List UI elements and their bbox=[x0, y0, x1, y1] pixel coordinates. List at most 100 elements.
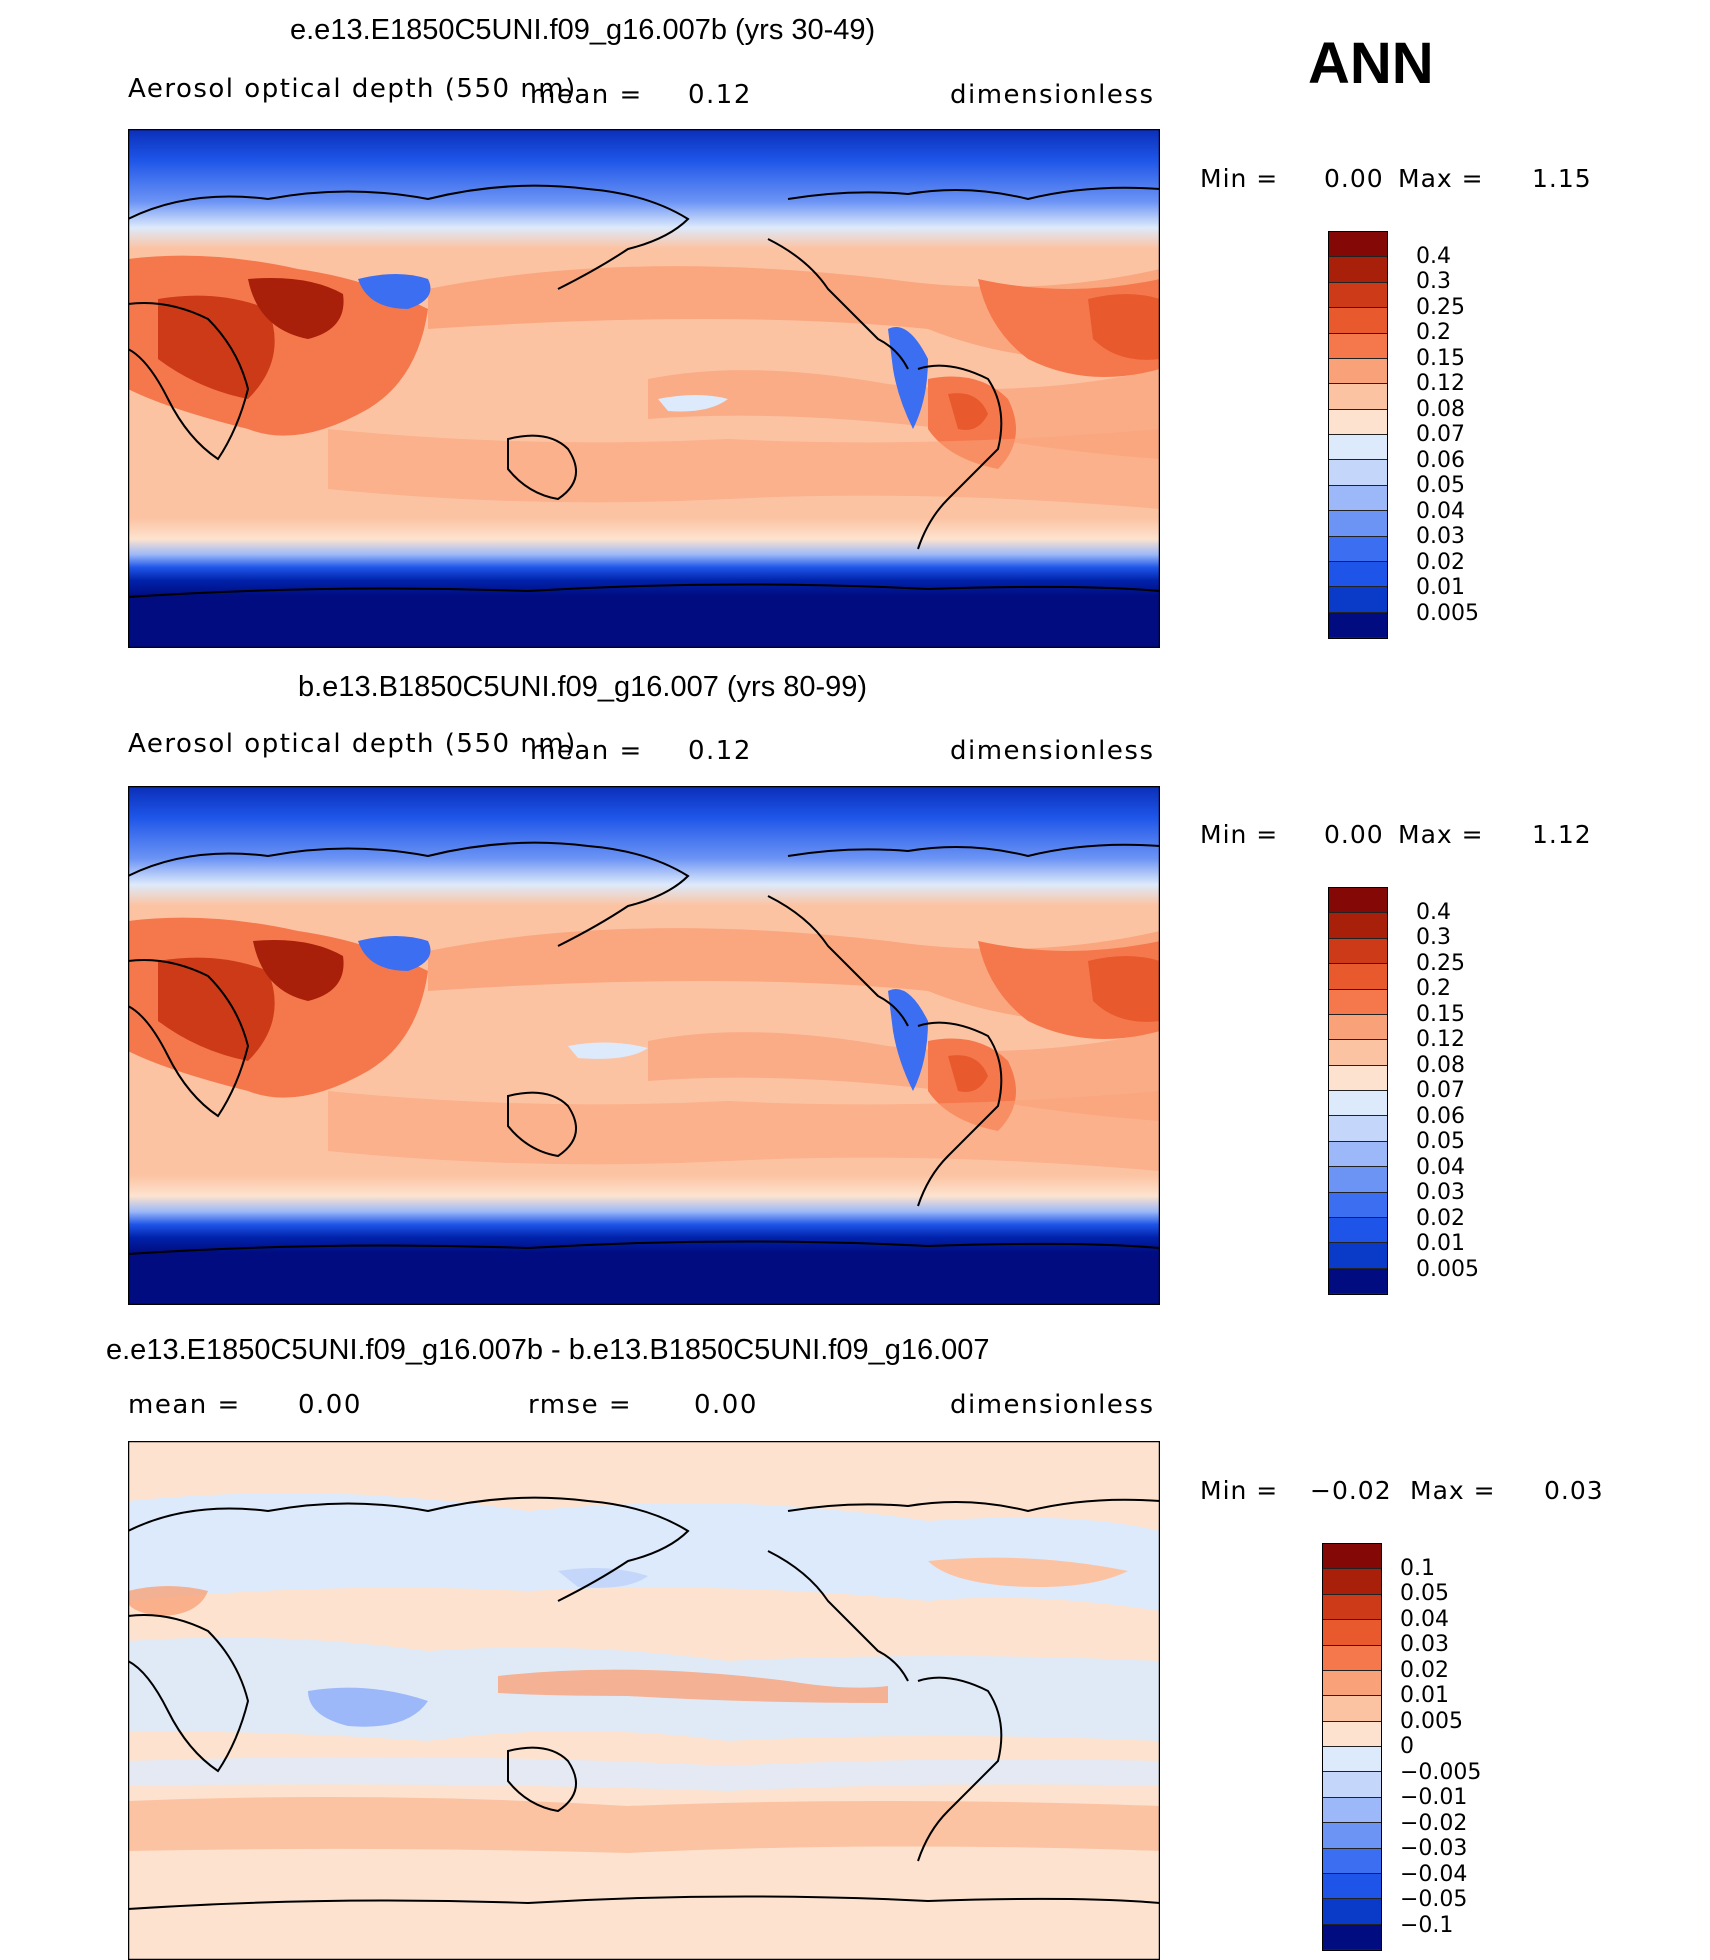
colorbar-tick-label: 0.07 bbox=[1416, 1078, 1465, 1103]
colorbar-tick-label: 0.06 bbox=[1416, 447, 1465, 473]
panel3-rmse-value: 0.00 bbox=[694, 1390, 758, 1420]
colorbar-box bbox=[1329, 587, 1387, 613]
colorbar-tick-label: 0.3 bbox=[1416, 925, 1451, 950]
colorbar-box bbox=[1329, 511, 1387, 537]
panel2-mean-value: 0.12 bbox=[688, 736, 752, 766]
colorbar-box bbox=[1329, 333, 1387, 359]
colorbar-tick-label: 0.12 bbox=[1416, 371, 1465, 396]
colorbar-box bbox=[1323, 1848, 1381, 1874]
colorbar-box bbox=[1329, 536, 1387, 562]
colorbar-box bbox=[1323, 1924, 1381, 1950]
colorbar-tick-label: −0.05 bbox=[1400, 1887, 1468, 1912]
colorbar-tick-label: 0.2 bbox=[1416, 976, 1451, 1001]
colorbar-box bbox=[1329, 561, 1387, 588]
colorbar-tick-label: 0.08 bbox=[1416, 396, 1465, 422]
colorbar-box bbox=[1323, 1620, 1381, 1646]
panel3-colorbar bbox=[1322, 1543, 1382, 1951]
panel1-map bbox=[128, 129, 1160, 648]
colorbar-tick-label: 0.005 bbox=[1416, 1256, 1479, 1282]
season-label: ANN bbox=[1308, 31, 1434, 96]
colorbar-tick-label: 0.05 bbox=[1416, 1129, 1465, 1154]
colorbar-box bbox=[1329, 232, 1387, 258]
colorbar-tick-label: 0.005 bbox=[1400, 1708, 1463, 1734]
panel2-colorbar bbox=[1328, 887, 1388, 1295]
panel3-rmse-label: rmse = bbox=[528, 1390, 633, 1420]
colorbar-tick-label: −0.04 bbox=[1400, 1861, 1468, 1887]
colorbar-tick-label: 0.1 bbox=[1400, 1555, 1435, 1581]
colorbar-box bbox=[1329, 460, 1387, 486]
colorbar-box bbox=[1329, 938, 1387, 965]
panel3-map bbox=[128, 1441, 1160, 1960]
colorbar-box bbox=[1329, 1091, 1387, 1117]
colorbar-tick-label: −0.02 bbox=[1400, 1810, 1468, 1836]
panel1-mean-label: mean = bbox=[530, 80, 643, 110]
panel1-min-label: Min = bbox=[1200, 164, 1279, 193]
panel2-max-label: Max = bbox=[1398, 820, 1484, 849]
panel2-min-label: Min = bbox=[1200, 820, 1279, 849]
panel2-contours bbox=[128, 917, 1160, 1171]
colorbar-box bbox=[1329, 1065, 1387, 1091]
colorbar-tick-label: −0.01 bbox=[1400, 1785, 1468, 1810]
panel3-units: dimensionless bbox=[950, 1390, 1155, 1420]
colorbar-box bbox=[1323, 1645, 1381, 1671]
colorbar-box bbox=[1329, 1141, 1387, 1168]
colorbar-tick-label: −0.1 bbox=[1400, 1912, 1454, 1938]
colorbar-tick-label: 0.4 bbox=[1416, 899, 1451, 925]
colorbar-box bbox=[1329, 257, 1387, 283]
colorbar-tick-label: 0.4 bbox=[1416, 243, 1451, 269]
colorbar-tick-label: 0.04 bbox=[1400, 1606, 1449, 1632]
colorbar-box bbox=[1323, 1696, 1381, 1722]
colorbar-tick-label: 0.01 bbox=[1416, 1231, 1465, 1256]
panel2-map bbox=[128, 786, 1160, 1305]
colorbar-box bbox=[1329, 308, 1387, 334]
colorbar-box bbox=[1329, 485, 1387, 512]
colorbar-tick-label: 0 bbox=[1400, 1734, 1414, 1759]
colorbar-box bbox=[1329, 1268, 1387, 1294]
colorbar-tick-label: −0.03 bbox=[1400, 1836, 1468, 1861]
colorbar-box bbox=[1323, 1670, 1381, 1697]
colorbar-tick-label: 0.03 bbox=[1416, 1180, 1465, 1205]
colorbar-box bbox=[1323, 1544, 1381, 1570]
colorbar-tick-label: 0.06 bbox=[1416, 1103, 1465, 1129]
panel3-max-value: 0.03 bbox=[1544, 1476, 1604, 1505]
colorbar-box bbox=[1329, 1192, 1387, 1218]
colorbar-box bbox=[1323, 1721, 1381, 1747]
colorbar-box bbox=[1329, 282, 1387, 309]
colorbar-tick-label: 0.04 bbox=[1416, 1154, 1465, 1180]
colorbar-tick-label: 0.02 bbox=[1400, 1657, 1449, 1683]
colorbar-box bbox=[1329, 1116, 1387, 1142]
colorbar-tick-label: 0.25 bbox=[1416, 294, 1465, 320]
colorbar-box bbox=[1323, 1873, 1381, 1900]
colorbar-tick-label: 0.15 bbox=[1416, 345, 1465, 371]
colorbar-tick-label: 0.05 bbox=[1400, 1581, 1449, 1606]
panel2-coastlines bbox=[128, 841, 1160, 1255]
colorbar-tick-label: 0.25 bbox=[1416, 950, 1465, 976]
colorbar-tick-label: 0.04 bbox=[1416, 498, 1465, 524]
colorbar-tick-label: −0.005 bbox=[1400, 1759, 1482, 1785]
colorbar-box bbox=[1323, 1594, 1381, 1621]
colorbar-box bbox=[1329, 1167, 1387, 1193]
panel3-min-label: Min = bbox=[1200, 1476, 1279, 1505]
colorbar-box bbox=[1329, 964, 1387, 990]
colorbar-box bbox=[1329, 409, 1387, 435]
panel3-title: e.e13.E1850C5UNI.f09_g16.007b - b.e13.B1… bbox=[106, 1334, 990, 1366]
panel3-max-label: Max = bbox=[1410, 1476, 1496, 1505]
panel3-coastlines bbox=[128, 1496, 1160, 1910]
colorbar-box bbox=[1329, 435, 1387, 461]
colorbar-box bbox=[1329, 1014, 1387, 1041]
colorbar-tick-label: 0.08 bbox=[1416, 1052, 1465, 1078]
colorbar-tick-label: 0.03 bbox=[1400, 1632, 1449, 1657]
colorbar-box bbox=[1329, 1040, 1387, 1066]
panel2-min-value: 0.00 bbox=[1324, 820, 1384, 849]
colorbar-box bbox=[1329, 1243, 1387, 1269]
colorbar-box bbox=[1323, 1797, 1381, 1824]
colorbar-tick-label: 0.2 bbox=[1416, 320, 1451, 345]
panel3-min-value: −0.02 bbox=[1310, 1476, 1392, 1505]
panel3-mean-value: 0.00 bbox=[298, 1390, 362, 1420]
panel2-mean-label: mean = bbox=[530, 736, 643, 766]
colorbar-box bbox=[1329, 384, 1387, 410]
panel3-contours bbox=[128, 1493, 1160, 1853]
panel1-max-value: 1.15 bbox=[1532, 164, 1592, 193]
colorbar-box bbox=[1323, 1899, 1381, 1925]
colorbar-tick-label: 0.15 bbox=[1416, 1001, 1465, 1027]
